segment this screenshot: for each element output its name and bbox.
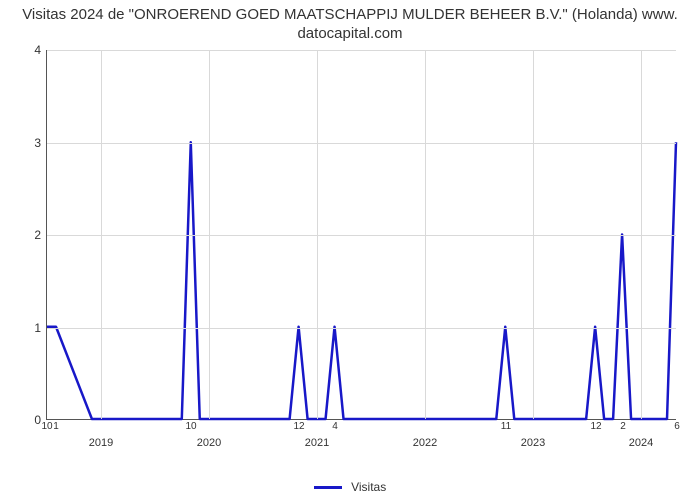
x-tick-year: 2022 bbox=[413, 437, 437, 449]
year-guide bbox=[641, 50, 642, 419]
point-label: 12 bbox=[293, 421, 304, 432]
gridline bbox=[47, 328, 676, 329]
chart-title-line2: datocapital.com bbox=[297, 25, 402, 42]
series-line bbox=[47, 142, 676, 419]
y-tick-label: 1 bbox=[34, 321, 47, 335]
x-tick-year: 2019 bbox=[89, 437, 113, 449]
x-tick-year: 2024 bbox=[629, 437, 653, 449]
gridline bbox=[47, 50, 676, 51]
y-tick-label: 2 bbox=[34, 228, 47, 242]
x-tick-year: 2020 bbox=[197, 437, 221, 449]
point-label: 10 bbox=[185, 421, 196, 432]
point-label: 1 bbox=[53, 421, 59, 432]
legend-swatch bbox=[314, 486, 342, 489]
y-tick-label: 4 bbox=[34, 43, 47, 57]
point-label: 2 bbox=[620, 421, 626, 432]
year-guide bbox=[317, 50, 318, 419]
point-label: 12 bbox=[590, 421, 601, 432]
legend-label: Visitas bbox=[351, 480, 386, 494]
year-guide bbox=[101, 50, 102, 419]
chart-container: Visitas 2024 de "ONROEREND GOED MAATSCHA… bbox=[0, 0, 700, 500]
plot-area: 0123420192020202120222023202410110124111… bbox=[46, 50, 676, 420]
gridline bbox=[47, 143, 676, 144]
point-label: 6 bbox=[674, 421, 680, 432]
x-tick-year: 2021 bbox=[305, 437, 329, 449]
gridline bbox=[47, 235, 676, 236]
x-tick-year: 2023 bbox=[521, 437, 545, 449]
chart-title: Visitas 2024 de "ONROEREND GOED MAATSCHA… bbox=[0, 6, 700, 44]
point-label: 4 bbox=[332, 421, 338, 432]
y-tick-label: 3 bbox=[34, 136, 47, 150]
year-guide bbox=[209, 50, 210, 419]
year-guide bbox=[533, 50, 534, 419]
legend: Visitas bbox=[0, 480, 700, 494]
year-guide bbox=[425, 50, 426, 419]
point-label: 11 bbox=[501, 421, 511, 432]
point-label: 10 bbox=[41, 421, 52, 432]
chart-title-line1: Visitas 2024 de "ONROEREND GOED MAATSCHA… bbox=[22, 6, 678, 23]
